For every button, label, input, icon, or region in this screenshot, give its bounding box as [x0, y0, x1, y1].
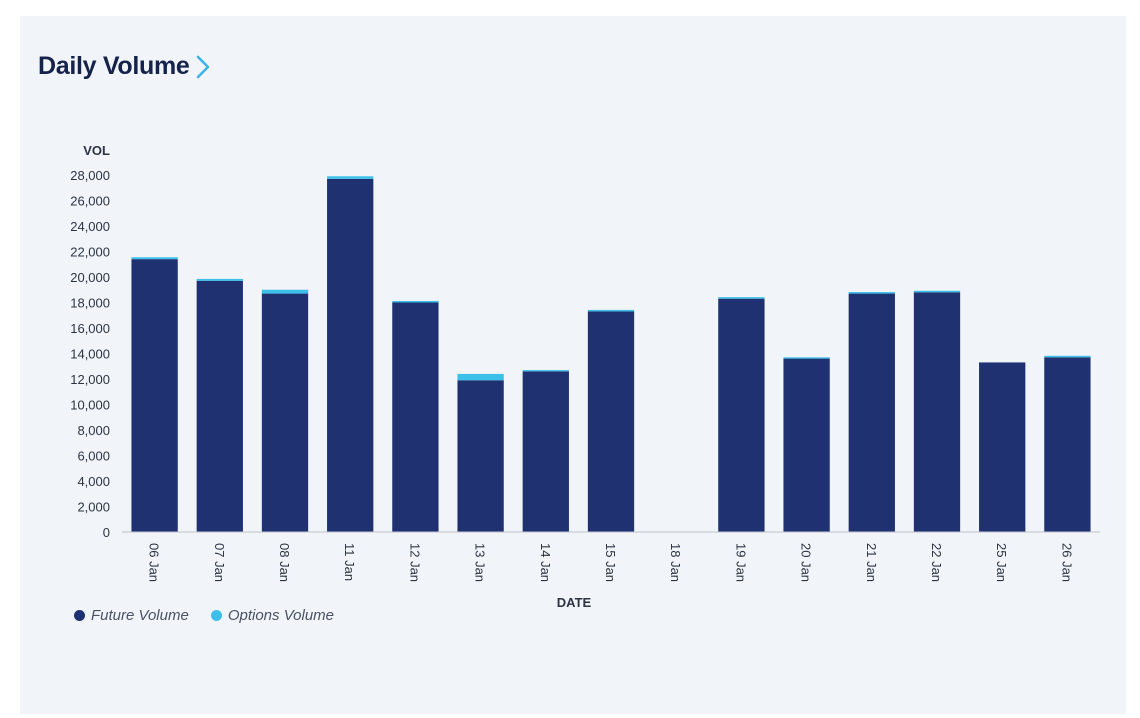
options-volume-bar[interactable]	[718, 297, 765, 299]
future-volume-bar[interactable]	[979, 362, 1026, 532]
x-tick-label: 12 Jan	[407, 543, 422, 582]
y-tick-label: 12,000	[70, 372, 110, 387]
x-tick-label: 21 Jan	[864, 543, 879, 582]
options-volume-bar[interactable]	[457, 373, 504, 381]
future-volume-bar[interactable]	[131, 259, 178, 532]
y-tick-label: 20,000	[70, 270, 110, 285]
future-volume-bar[interactable]	[587, 311, 635, 532]
future-volume-bar[interactable]	[196, 280, 243, 532]
y-tick-label: 0	[103, 525, 110, 540]
legend-item-options-volume[interactable]: Options Volume	[210, 607, 334, 624]
x-tick-label: 15 Jan	[603, 543, 618, 582]
future-volume-bar[interactable]	[327, 178, 374, 532]
y-tick-label: 10,000	[70, 398, 110, 413]
x-axis-label: DATE	[557, 595, 592, 610]
y-tick-label: 4,000	[77, 474, 110, 489]
options-volume-bar[interactable]	[1044, 355, 1091, 358]
future-volume-bar[interactable]	[522, 371, 569, 532]
y-tick-label: 24,000	[70, 219, 110, 234]
y-tick-label: 8,000	[77, 423, 110, 438]
x-tick-label: 11 Jan	[342, 543, 357, 581]
chart-legend: Future Volume Options Volume	[74, 607, 334, 624]
y-tick-label: 26,000	[70, 194, 110, 209]
x-tick-label: 26 Jan	[1059, 543, 1074, 582]
future-volume-bar[interactable]	[718, 298, 765, 532]
chevron-right-icon	[196, 55, 209, 78]
options-volume-bar[interactable]	[196, 278, 243, 281]
options-volume-bar[interactable]	[522, 370, 569, 372]
y-tick-label: 16,000	[70, 321, 110, 336]
future-volume-bar[interactable]	[392, 302, 439, 533]
options-volume-bar[interactable]	[261, 289, 309, 294]
x-tick-label: 19 Jan	[733, 543, 748, 582]
x-tick-label: 07 Jan	[212, 543, 227, 582]
options-volume-bar[interactable]	[913, 290, 961, 293]
x-tick-label: 18 Jan	[668, 543, 683, 582]
future-volume-bar[interactable]	[457, 380, 504, 532]
x-tick-label: 08 Jan	[277, 543, 292, 582]
future-volume-bar[interactable]	[913, 292, 961, 532]
y-tick-label: 22,000	[70, 245, 110, 260]
future-volume-bar[interactable]	[1044, 357, 1091, 532]
x-tick-label: 22 Jan	[929, 543, 944, 582]
y-axis-ticks: 0 2,000 4,000 6,000 8,000 10,000 12,000 14,000 1…	[70, 168, 110, 540]
x-tick-label: 13 Jan	[473, 543, 488, 582]
bars	[131, 176, 1091, 533]
x-tick-label: 14 Jan	[538, 543, 553, 582]
options-volume-bar[interactable]	[327, 176, 374, 179]
future-volume-bar[interactable]	[783, 358, 830, 532]
y-tick-label: 18,000	[70, 296, 110, 311]
y-tick-label: 2,000	[77, 500, 110, 515]
options-volume-dot-icon	[210, 610, 222, 621]
options-volume-bar[interactable]	[392, 300, 439, 303]
chart-title: Daily Volume	[38, 52, 190, 80]
options-volume-bar[interactable]	[848, 292, 895, 294]
y-tick-label: 14,000	[70, 347, 110, 362]
legend-label: Future Volume	[91, 607, 189, 624]
legend-item-future-volume[interactable]: Future Volume	[74, 607, 189, 624]
y-axis-label: VOL	[83, 143, 110, 158]
daily-volume-title-link[interactable]: Daily Volume	[38, 52, 210, 81]
y-tick-label: 6,000	[77, 449, 110, 464]
options-volume-bar[interactable]	[783, 357, 830, 359]
options-volume-bar[interactable]	[587, 309, 635, 312]
x-axis-ticks: 06 Jan 07 Jan 08 Jan 11 Jan 12 Jan 13 Jan 14 J…	[147, 543, 1075, 582]
options-volume-bar[interactable]	[131, 257, 178, 260]
x-tick-label: 20 Jan	[799, 543, 814, 582]
future-volume-bar[interactable]	[261, 293, 309, 532]
y-tick-label: 28,000	[70, 168, 110, 183]
x-tick-label: 06 Jan	[147, 543, 162, 582]
future-volume-dot-icon	[74, 610, 85, 621]
future-volume-bar[interactable]	[848, 293, 895, 532]
x-tick-label: 25 Jan	[994, 543, 1009, 582]
legend-label: Options Volume	[227, 607, 334, 624]
